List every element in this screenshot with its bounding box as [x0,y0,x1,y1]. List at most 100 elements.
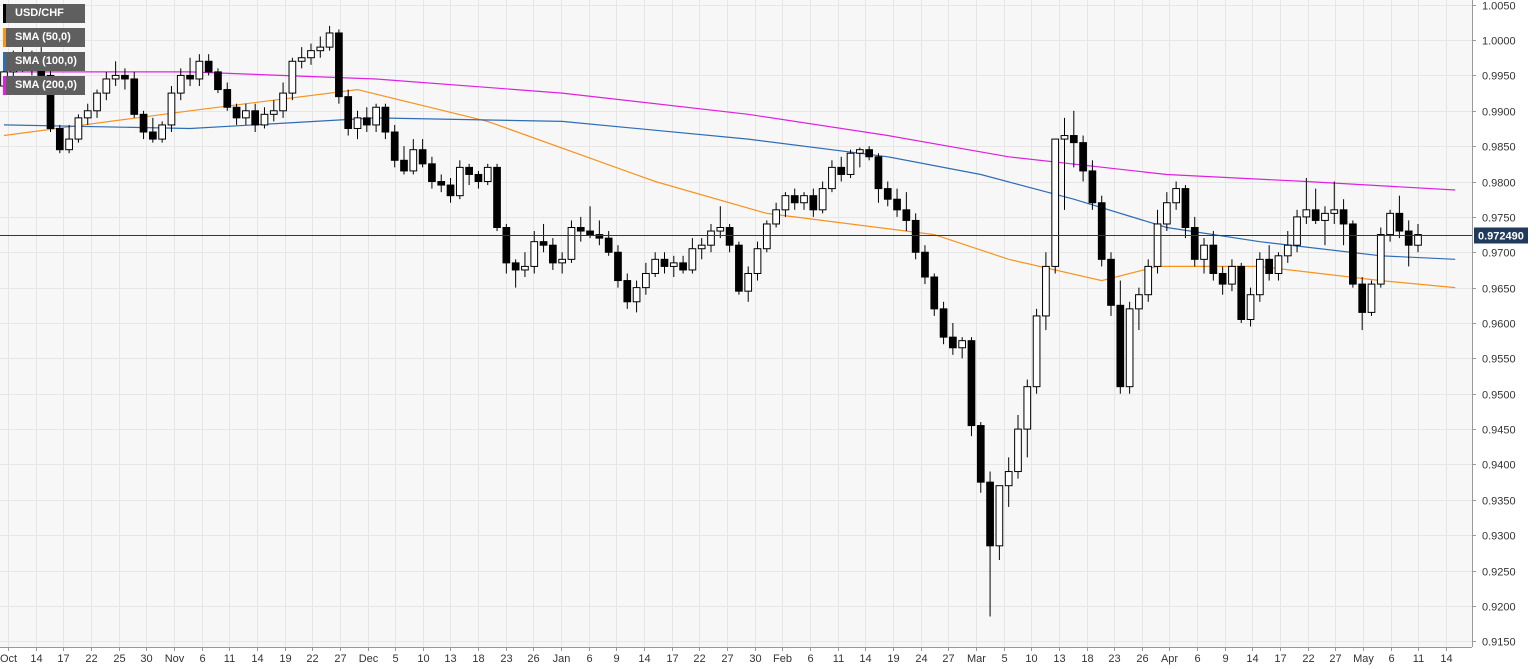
candle [911,213,920,260]
candle [1153,209,1162,274]
candle [1358,277,1367,331]
candle-body [707,230,715,246]
candle [344,89,353,136]
candle-body [195,60,204,80]
candle [707,223,715,253]
candle-body [549,244,557,264]
legend-label: USD/CHF [15,7,64,19]
candle-body [1051,138,1060,267]
candle [1218,266,1227,295]
candle-body [1358,283,1367,313]
legend-item-sma200[interactable]: SMA (200,0) [3,76,85,95]
candle-body [1107,258,1115,306]
candle-body [986,481,994,547]
candle-body [688,248,697,271]
candle [1023,379,1032,458]
candle-body [1339,209,1348,225]
y-tick-label: 0.9200 [1482,602,1516,614]
candle-body [828,166,836,190]
y-tick-label: 0.9250 [1482,567,1516,579]
candle [800,192,808,210]
candle-body [976,425,985,483]
legend-label: SMA (200,0) [15,79,77,91]
candle [967,337,976,437]
candles [0,25,1422,617]
candle [1200,238,1208,274]
candle-body [1376,234,1385,285]
candle-body [269,110,278,115]
candle-body [502,227,511,264]
legend-label: SMA (50,0) [15,31,71,43]
x-tick-label: 27 [942,653,954,665]
candle-body [1274,255,1283,274]
candle-body [511,262,520,271]
candle [111,61,120,87]
candle [316,36,325,58]
legend-item-sma50[interactable]: SMA (50,0) [3,28,85,47]
candle-body [1060,135,1069,140]
y-tick-label: 0.9600 [1482,319,1516,331]
legend-item-sma100[interactable]: SMA (100,0) [3,52,85,71]
candle-body [148,131,157,140]
candle-body [1125,308,1134,388]
x-tick-label: 13 [1053,653,1065,665]
candle-body [744,272,753,292]
candle [1014,414,1022,479]
candle [1367,280,1376,316]
candle-body [139,113,148,133]
candle-body [967,340,976,427]
y-tick-label: 0.9550 [1482,354,1516,366]
candle [790,188,799,210]
y-tick-label: 0.9300 [1482,531,1516,543]
x-tick-label: 19 [887,653,899,665]
x-tick-label: 10 [417,653,429,665]
candle-body [651,258,660,274]
candle-body [772,209,780,225]
candle [883,181,892,207]
candle [828,160,836,193]
candle [1283,231,1292,263]
y-tick-label: 0.9750 [1482,213,1516,225]
x-tick-label: Oct [0,653,17,665]
x-tick-label: 30 [140,653,152,665]
candle [1107,252,1115,316]
candle-body [1181,188,1190,229]
candle [260,107,269,129]
x-tick-label: 6 [199,653,205,665]
candle-body [65,138,73,151]
candle [204,54,213,76]
candle [381,103,390,140]
candle [1274,252,1283,281]
candle [1051,138,1060,274]
candle-body [372,106,380,126]
candle [576,216,585,242]
candle [1321,206,1329,246]
candle-body [716,227,725,232]
candle [809,188,818,217]
candle [139,110,148,140]
x-tick-label: 11 [1413,653,1424,665]
candle-body [204,60,213,73]
candle-body [1386,212,1394,236]
candle-body [1135,294,1143,310]
legend: USD/CHF SMA (50,0) SMA (100,0) SMA (200,… [3,4,85,100]
candle [418,139,427,168]
candle [362,107,371,133]
candle [1349,220,1357,288]
candle-body [1097,202,1106,260]
candle-body [465,166,473,175]
candle-body [800,195,808,204]
candle [855,147,864,168]
legend-item-usdchf[interactable]: USD/CHF [3,4,85,23]
candle-body [483,166,492,183]
candle [1042,252,1050,331]
candle-body [893,198,901,211]
y-tick-label: 0.9900 [1482,107,1516,119]
x-tick-label: 19 [279,653,291,665]
candle [530,231,539,274]
legend-label: SMA (100,0) [15,55,77,67]
candle [1339,199,1348,246]
candle [269,100,278,122]
candle [753,241,762,281]
candle [1190,216,1199,267]
